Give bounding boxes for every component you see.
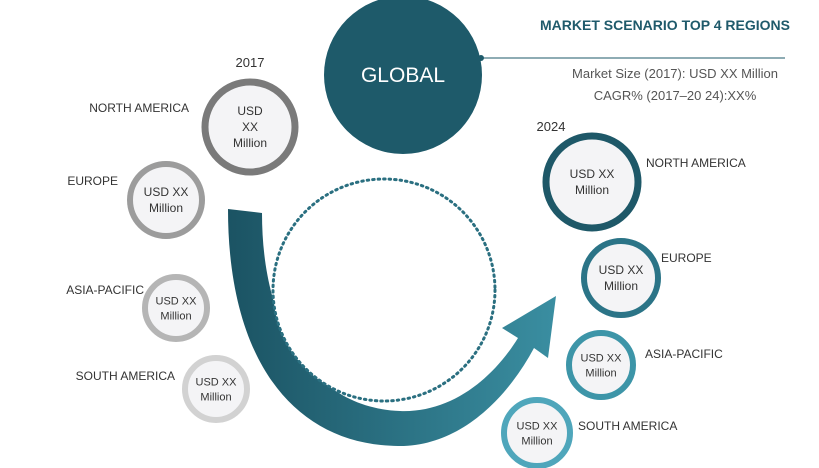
left-2017-north-america-value-line: USD <box>237 104 263 118</box>
right-2024-asia-pacific-value-line: Million <box>585 367 616 379</box>
right-2024-south-america-label: SOUTH AMERICA <box>578 419 677 433</box>
right-2024-asia-pacific-bubble: USD XX Million ASIA-PACIFIC <box>566 330 723 400</box>
right-2024-asia-pacific-value-line: USD XX <box>581 352 623 364</box>
left-2017-asia-pacific-ring <box>142 274 210 342</box>
year-2017-label: 2017 <box>236 55 265 70</box>
right-regions-2024: USD XX Million NORTH AMERICA USD XX Million E… <box>501 132 746 468</box>
left-2017-south-america-value-line: Million <box>200 391 231 403</box>
right-2024-north-america-ring <box>542 132 642 232</box>
year-2024-label: 2024 <box>537 119 566 134</box>
right-2024-asia-pacific-ring <box>566 330 636 400</box>
right-2024-asia-pacific-label: ASIA-PACIFIC <box>645 347 723 361</box>
left-2017-europe-value-line: Million <box>149 201 183 215</box>
left-regions-2017: USD XX Million NORTH AMERICA USD XX Million EU… <box>66 78 299 423</box>
left-2017-south-america-value-line: USD XX <box>196 376 238 388</box>
growth-arrow <box>228 209 556 447</box>
market-size-text: Market Size (2017): USD XX Million <box>572 66 778 81</box>
left-2017-europe-bubble: USD XX Million EUROPE <box>67 161 205 239</box>
global-label: GLOBAL <box>361 64 445 87</box>
left-2017-south-america-bubble: USD XX Million SOUTH AMERICA <box>76 355 250 423</box>
right-2024-europe-bubble: USD XX Million EUROPE <box>581 238 712 318</box>
left-2017-north-america-ring <box>201 78 299 176</box>
right-2024-south-america-ring <box>501 397 573 468</box>
left-2017-europe-value-line: USD XX <box>144 185 189 199</box>
right-2024-north-america-bubble: USD XX Million NORTH AMERICA <box>542 132 746 232</box>
right-2024-south-america-bubble: USD XX Million SOUTH AMERICA <box>501 397 677 468</box>
header-title: MARKET SCENARIO TOP 4 REGIONS <box>540 17 790 33</box>
left-2017-north-america-label: NORTH AMERICA <box>89 101 189 115</box>
left-2017-south-america-ring <box>182 355 250 423</box>
left-2017-north-america-value-line: Million <box>233 136 267 150</box>
left-2017-north-america-bubble: USD XX Million NORTH AMERICA <box>89 78 299 176</box>
right-2024-europe-value-line: USD XX <box>599 263 644 277</box>
global-circle <box>324 0 482 154</box>
left-2017-asia-pacific-value-line: USD XX <box>156 295 198 307</box>
left-2017-south-america-label: SOUTH AMERICA <box>76 369 175 383</box>
left-2017-asia-pacific-bubble: USD XX Million ASIA-PACIFIC <box>66 274 210 342</box>
right-2024-europe-label: EUROPE <box>661 251 712 265</box>
left-2017-asia-pacific-label: ASIA-PACIFIC <box>66 283 144 297</box>
right-2024-south-america-value-line: USD XX <box>517 420 559 432</box>
right-2024-south-america-value-line: Million <box>521 435 552 447</box>
right-2024-europe-value-line: Million <box>604 279 638 293</box>
left-2017-asia-pacific-value-line: Million <box>160 310 191 322</box>
right-2024-north-america-value-line: USD XX <box>570 167 615 181</box>
left-2017-north-america-value-line: XX <box>242 120 258 134</box>
left-2017-europe-ring <box>127 161 205 239</box>
right-2024-north-america-label: NORTH AMERICA <box>646 156 746 170</box>
right-2024-europe-ring <box>581 238 661 318</box>
center-dotted-circle <box>271 177 497 403</box>
left-2017-europe-label: EUROPE <box>67 174 118 188</box>
cagr-text: CAGR% (2017–20 24):XX% <box>593 88 757 103</box>
right-2024-north-america-value-line: Million <box>575 183 609 197</box>
